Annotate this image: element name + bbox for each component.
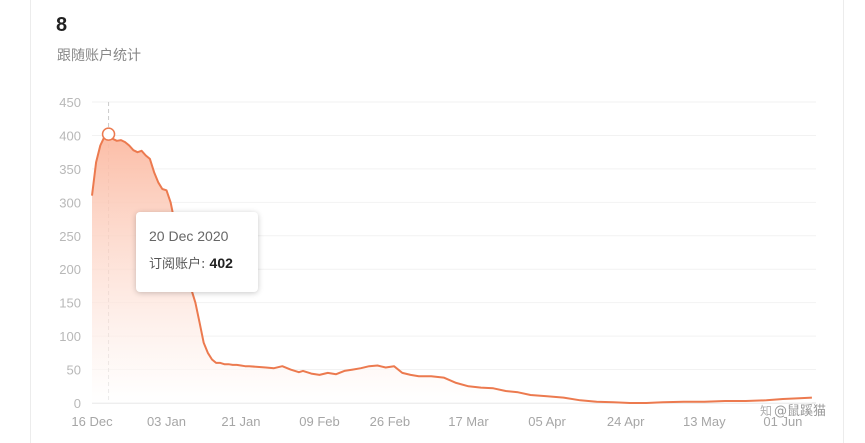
y-tick-label: 250 — [59, 229, 81, 244]
x-axis: 16 Dec 03 Jan 21 Jan 09 Feb 26 Feb 17 Mar 05 A… — [71, 414, 802, 429]
x-tick-label: 09 Feb — [299, 414, 339, 429]
x-tick-label: 03 Jan — [147, 414, 186, 429]
series-area — [92, 134, 812, 403]
chart-subtitle: 跟随账户统计 — [57, 48, 141, 64]
watermark-text: @鼠蹊猫 — [774, 404, 827, 419]
y-tick-label: 300 — [59, 195, 81, 210]
x-tick-label: 24 Apr — [607, 414, 645, 429]
highlight-point[interactable] — [101, 127, 116, 141]
series-line — [91, 133, 812, 404]
x-tick-label: 16 Dec — [71, 414, 113, 429]
y-tick-label: 350 — [59, 162, 81, 177]
y-tick-label: 400 — [59, 128, 81, 143]
x-tick-label: 05 Apr — [528, 414, 566, 429]
x-tick-label: 26 Feb — [370, 414, 410, 429]
x-tick-label: 13 May — [683, 414, 726, 429]
follower-count: 8 — [56, 14, 68, 36]
x-tick-label: 17 Mar — [448, 414, 489, 429]
x-tick-label: 21 Jan — [221, 414, 260, 429]
x-tick-label: 01 Jun — [763, 414, 802, 429]
zhihu-icon: 知 — [760, 404, 773, 418]
tooltip-label: 订阅账户: — [149, 257, 206, 272]
tooltip: 20 Dec 2020 订阅账户: 402 — [136, 212, 258, 292]
y-tick-label: 100 — [59, 329, 81, 344]
tooltip-value: 402 — [209, 255, 233, 271]
tooltip-date: 20 Dec 2020 — [149, 228, 229, 244]
y-tick-label: 50 — [67, 363, 81, 378]
watermark: 知 @鼠蹊猫 — [760, 400, 826, 419]
y-tick-label: 150 — [59, 296, 81, 311]
tooltip-row: 订阅账户: 402 — [149, 253, 258, 272]
y-tick-label: 0 — [74, 396, 81, 411]
y-axis: 0 50 100 150 200 250 300 350 400 450 — [59, 95, 81, 411]
y-tick-label: 200 — [59, 262, 81, 277]
y-tick-label: 450 — [59, 95, 81, 110]
